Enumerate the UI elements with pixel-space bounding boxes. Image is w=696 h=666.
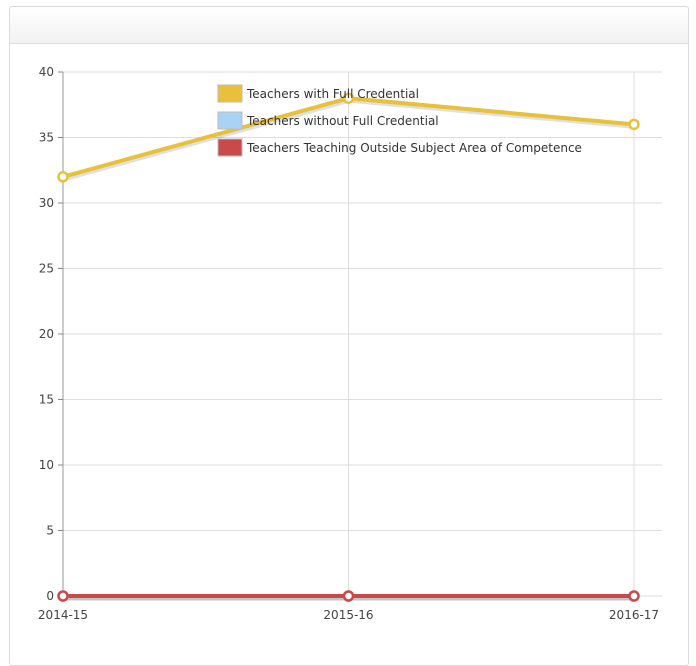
panel-header <box>10 7 688 44</box>
legend: Teachers with Full Credential Teachers wi… <box>217 84 582 157</box>
legend-swatch <box>217 84 243 103</box>
data-point[interactable] <box>57 171 69 183</box>
y-axis-ticks: 0 5 10 15 20 25 30 35 40 <box>39 65 63 603</box>
legend-label: Teachers Teaching Outside Subject Area o… <box>246 141 582 155</box>
y-tick-label: 40 <box>39 65 54 79</box>
data-point[interactable] <box>628 118 640 131</box>
y-tick-label: 5 <box>46 524 54 538</box>
y-tick-label: 10 <box>39 458 54 472</box>
y-tick-label: 15 <box>39 393 54 407</box>
y-tick-label: 25 <box>39 262 54 276</box>
y-tick-label: 0 <box>46 589 54 603</box>
y-tick-label: 30 <box>39 196 54 210</box>
data-point[interactable] <box>628 590 640 602</box>
series-layer <box>57 92 640 602</box>
grid <box>62 71 662 601</box>
legend-swatch <box>217 138 243 157</box>
x-tick-label: 2014-15 <box>38 608 88 622</box>
data-point[interactable] <box>57 590 69 602</box>
y-tick-label: 35 <box>39 131 54 145</box>
legend-label: Teachers without Full Credential <box>246 114 439 128</box>
x-tick-label: 2015-16 <box>323 608 373 622</box>
series-line-shadow <box>63 97 636 182</box>
legend-swatch <box>217 111 243 130</box>
data-point[interactable] <box>342 590 355 602</box>
x-tick-label: 2016-17 <box>609 608 659 622</box>
x-axis-ticks: 2014-15 2015-16 2016-17 <box>38 608 659 622</box>
y-tick-label: 20 <box>39 327 54 341</box>
legend-label: Teachers with Full Credential <box>246 87 419 101</box>
line-chart: 0 5 10 15 20 25 30 35 40 2014-15 2015-16 2016-17 T… <box>38 65 662 622</box>
data-point[interactable] <box>342 92 355 104</box>
